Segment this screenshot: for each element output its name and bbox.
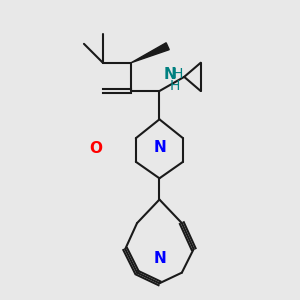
Text: N: N xyxy=(154,251,167,266)
Text: N: N xyxy=(154,140,167,155)
Text: O: O xyxy=(89,141,102,156)
Text: N: N xyxy=(164,67,176,82)
Polygon shape xyxy=(131,43,169,63)
Text: H: H xyxy=(172,67,183,81)
Text: H: H xyxy=(169,79,180,93)
